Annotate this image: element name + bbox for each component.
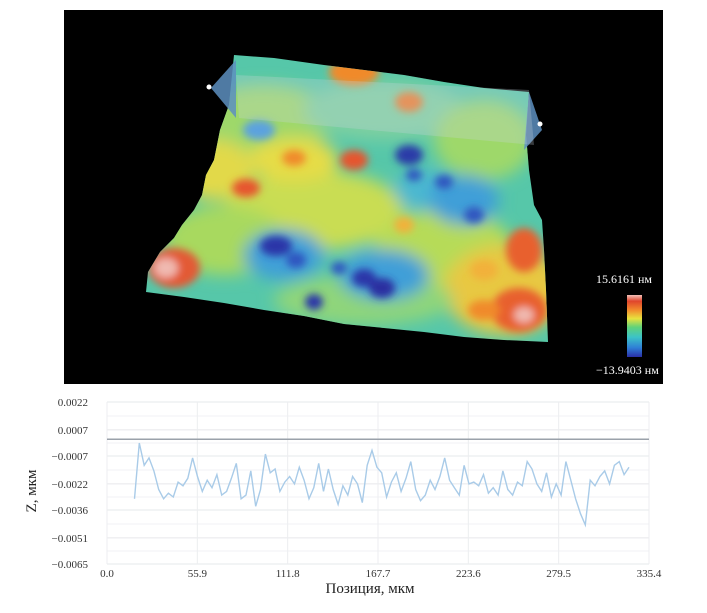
y-axis-label: Z, мкм (24, 469, 40, 512)
y-tick-label: −0.0007 (52, 451, 89, 463)
colorbar-max-label: 15.6161 нм (596, 272, 653, 286)
profile-chart: 0.0022 0.0007 −0.0007 −0.0022 −0.0036 −0.0051… (24, 397, 662, 597)
x-tick-label: 279.5 (546, 568, 571, 580)
x-tick-label: 55.9 (188, 568, 208, 580)
colorbar-min-label: −13.9403 нм (596, 363, 659, 377)
y-tick-label: −0.0022 (52, 479, 88, 491)
grid (106, 401, 650, 565)
colorbar (627, 295, 642, 357)
x-tick-label: 167.7 (366, 568, 391, 580)
y-axis-ticks: 0.0022 0.0007 −0.0007 −0.0022 −0.0036 −0.0051… (52, 397, 89, 571)
cut-handle-right[interactable] (537, 121, 543, 127)
x-tick-label: 0.0 (100, 568, 114, 580)
x-tick-label: 111.8 (276, 568, 300, 580)
x-tick-label: 223.6 (456, 568, 481, 580)
surface-height-map (146, 55, 548, 342)
y-tick-label: 0.0007 (58, 425, 89, 437)
cut-plane (236, 75, 534, 145)
x-tick-label: 335.4 (637, 568, 662, 580)
y-tick-label: −0.0036 (52, 505, 89, 517)
y-tick-label: 0.0022 (58, 397, 88, 409)
surface-3d-view (146, 55, 642, 357)
surface-3d-panel: 15.6161 нм −13.9403 нм (64, 10, 663, 384)
x-axis-ticks: 0.0 55.9 111.8 167.7 223.6 279.5 335.4 (100, 568, 662, 580)
x-axis-label: Позиция, мкм (325, 581, 415, 597)
y-tick-label: −0.0065 (52, 559, 89, 571)
cut-plane-left (211, 60, 236, 118)
cut-handle-left[interactable] (206, 84, 212, 90)
cut-plane-right (524, 92, 542, 150)
profile-series-line (133, 442, 630, 528)
y-tick-label: −0.0051 (52, 533, 88, 545)
